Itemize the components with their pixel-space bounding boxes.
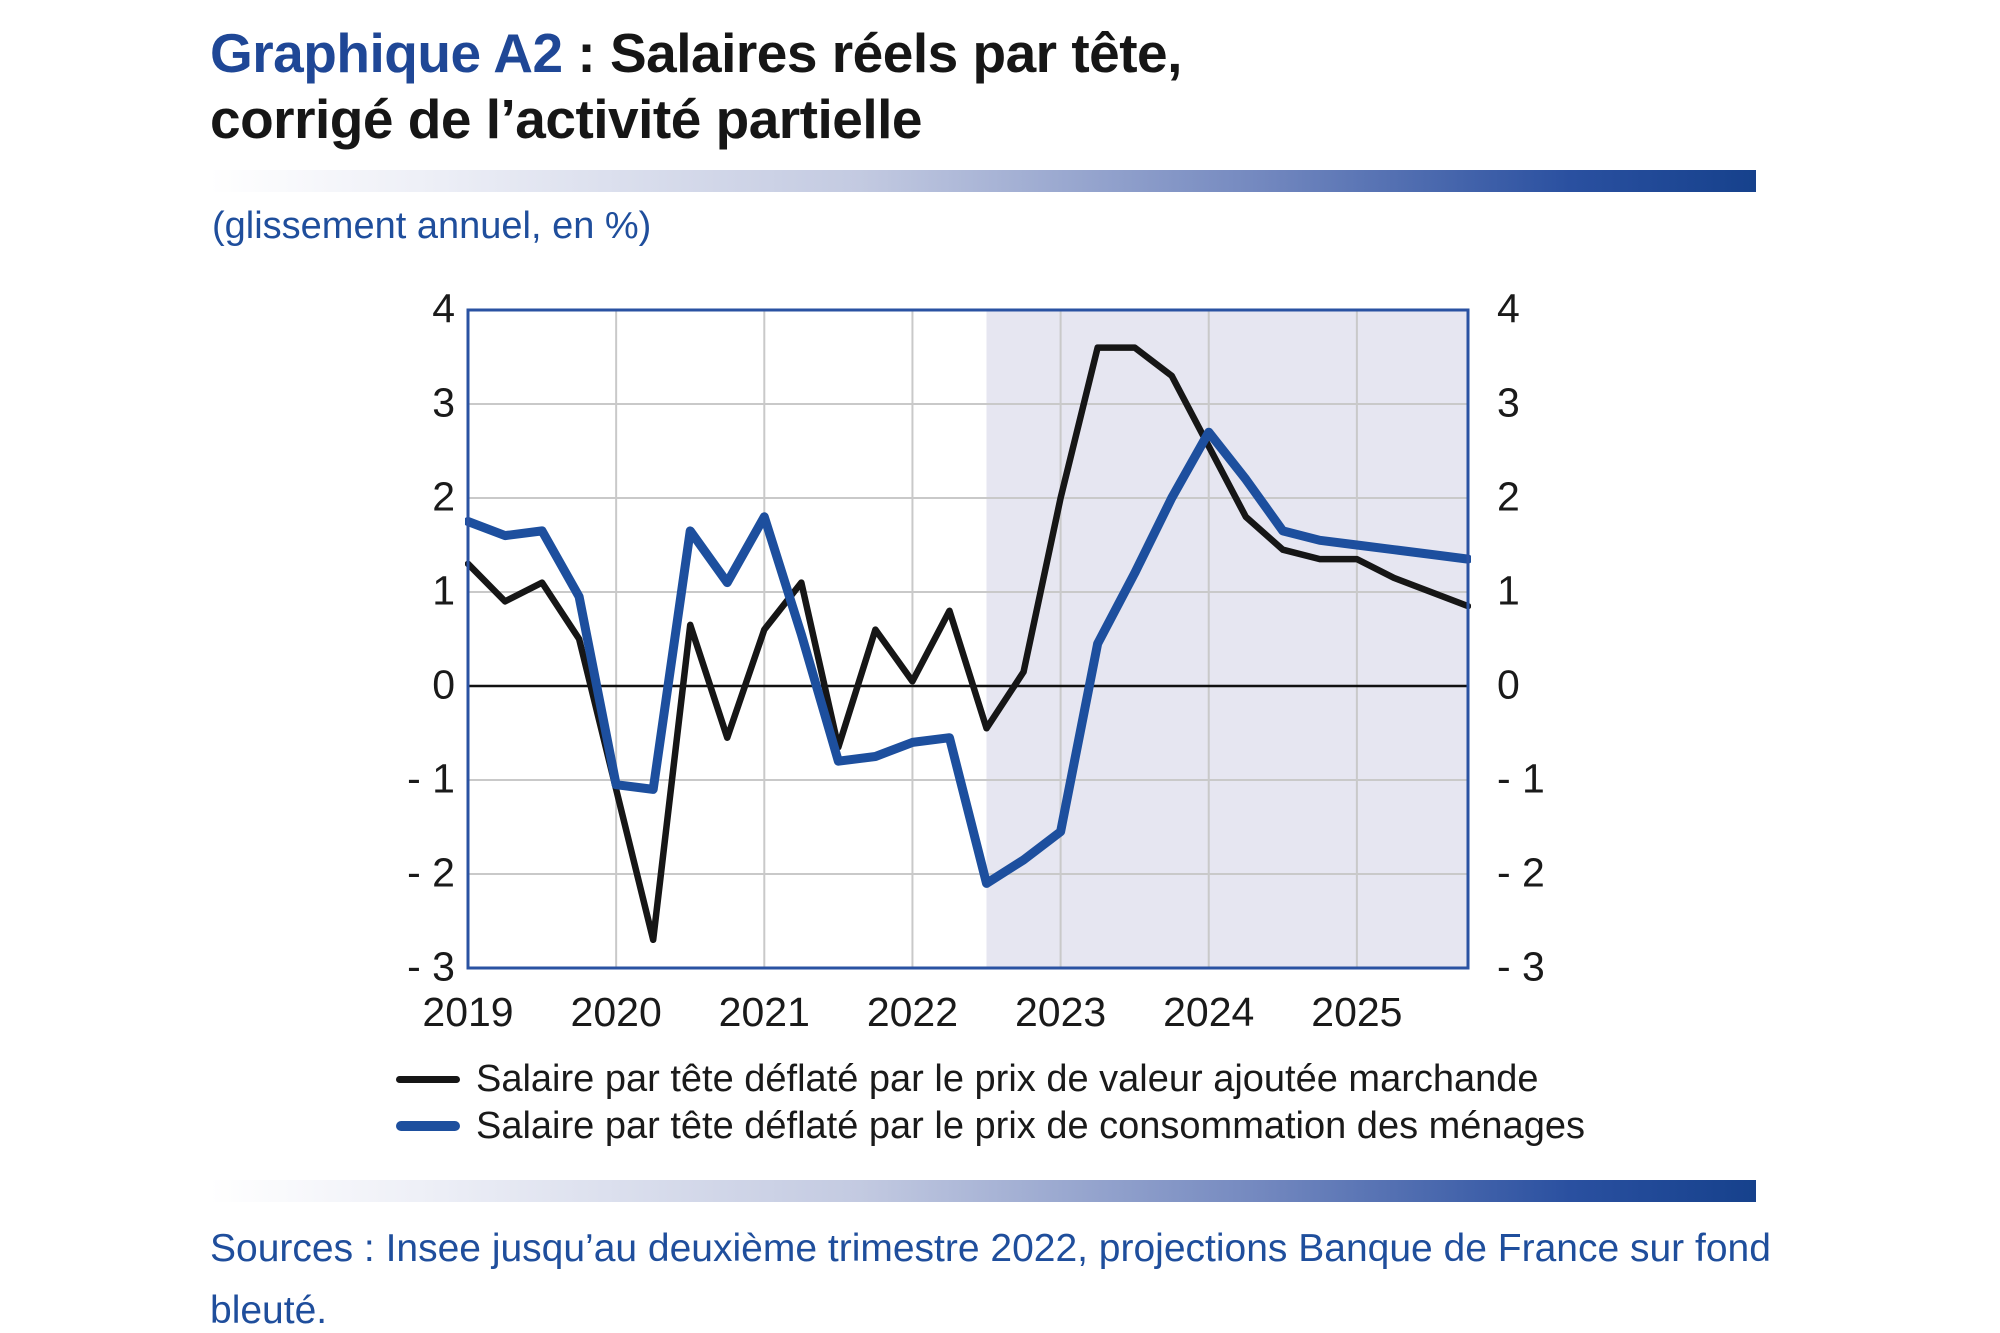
legend-label: Salaire par tête déflaté par le prix de … [476,1104,1585,1147]
legend-swatch-blue-line [396,1121,460,1131]
y-tick-label-right: - 2 [1497,849,1545,896]
y-tick-label-right: 3 [1497,379,1520,426]
sources-note: Sources : Insee jusqu’au deuxième trimes… [210,1227,1771,1332]
y-tick-label-left: - 1 [407,755,455,802]
x-tick-label: 2023 [1014,989,1107,1035]
legend-label: Salaire par tête déflaté par le prix de … [476,1057,1539,1100]
y-tick-label-right: 2 [1497,473,1520,520]
y-tick-label-left: 3 [432,379,455,426]
y-tick-label-left: 1 [432,567,455,614]
y-tick-label-right: - 3 [1497,943,1545,990]
title-rest-line1: : Salaires réels par tête, [562,22,1182,84]
chart-subtitle: (glissement annuel, en %) [212,205,652,247]
y-tick-label-right: - 1 [1497,755,1545,802]
x-tick-label: 2021 [718,989,810,1035]
y-tick-label-left: - 2 [407,849,455,896]
legend-item-va-marchande: Salaire par tête déflaté par le prix de … [396,1056,1796,1102]
legend-item-consommation: Salaire par tête déflaté par le prix de … [396,1103,1796,1149]
x-tick-label: 2019 [422,989,514,1035]
plot-border [466,308,1470,970]
chart-plot-area [465,308,1471,970]
projection-shaded-region [986,310,1468,968]
title-highlight: Graphique A2 [210,22,563,84]
series-line-1 [465,427,1471,888]
y-tick-label-left: 0 [432,661,455,708]
y-tick-label-right: 4 [1497,285,1520,332]
y-tick-label-right: 1 [1497,567,1520,614]
y-tick-label-left: 4 [432,285,455,332]
legend-swatch-black-line [396,1075,460,1083]
y-tick-label-right: 0 [1497,661,1520,708]
gradient-divider-top [210,170,1756,192]
y-tick-label-left: - 3 [407,943,455,990]
x-tick-label: 2020 [570,989,662,1035]
x-tick-label: 2025 [1311,989,1403,1035]
x-tick-label: 2024 [1163,989,1255,1035]
x-tick-label: 2022 [866,989,959,1035]
gradient-divider-bottom [210,1180,1756,1202]
title-line2: corrigé de l’activité partielle [210,88,923,150]
page-title: Graphique A2 : Salaires réels par tête, … [210,20,1710,152]
y-tick-label-left: 2 [432,473,455,520]
series-line-0 [465,344,1471,944]
